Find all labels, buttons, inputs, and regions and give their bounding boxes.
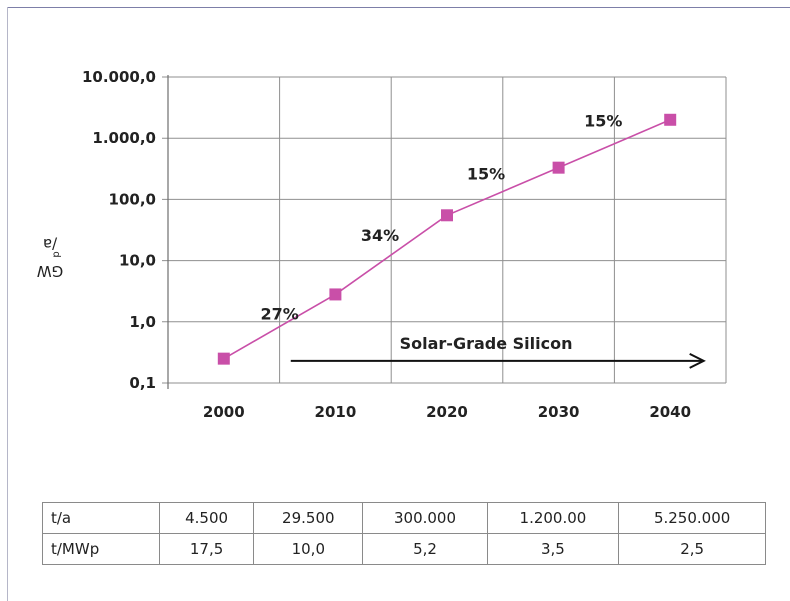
- x-tick-label: 2020: [426, 403, 468, 421]
- data-point: [552, 161, 565, 174]
- table-row: t/MWp 17,5 10,0 5,2 3,5 2,5: [42, 533, 766, 565]
- arrow-head: [689, 352, 706, 369]
- data-point: [217, 352, 230, 365]
- silicon-demand-table: t/a 4.500 29.500 300.000 1.200.00 5.250.…: [42, 502, 766, 565]
- table-cell: 5,2: [362, 533, 488, 565]
- y-tick-label: 10,0: [119, 252, 156, 270]
- y-tick-label: 100,0: [109, 190, 156, 208]
- y-tick-label: 0,1: [129, 374, 156, 392]
- frame-left-border: [7, 7, 8, 601]
- table-cell: 2,5: [618, 533, 766, 565]
- growth-annotation: 15%: [584, 112, 622, 131]
- row-label: t/MWp: [42, 533, 160, 565]
- y-tick-label: 1,0: [129, 313, 156, 331]
- x-tick-label: 2010: [315, 403, 357, 421]
- x-tick-label: 2040: [649, 403, 691, 421]
- data-point: [329, 288, 342, 301]
- growth-annotation: 27%: [260, 304, 298, 323]
- arrow-label: Solar-Grade Silicon: [400, 334, 573, 353]
- table-cell: 10,0: [253, 533, 364, 565]
- table-cell: 5.250.000: [618, 502, 766, 534]
- growth-chart: 10.000,0 1.000,0 100,0 10,0 1,0 0,1 2000 2010 20…: [82, 68, 727, 421]
- x-tick-label: 2030: [538, 403, 580, 421]
- table-row: t/a 4.500 29.500 300.000 1.200.00 5.250.…: [42, 502, 766, 534]
- growth-annotation: 15%: [467, 165, 505, 184]
- growth-annotation: 34%: [361, 226, 399, 245]
- table-cell: 300.000: [362, 502, 488, 534]
- table-cell: 1.200.00: [486, 502, 620, 534]
- data-point: [664, 113, 677, 126]
- table-cell: 17,5: [158, 533, 255, 565]
- y-tick-label: 1.000,0: [92, 129, 156, 147]
- table-cell: 4.500: [158, 502, 255, 534]
- table-cell: 29.500: [253, 502, 364, 534]
- y-tick-label: 10.000,0: [82, 68, 156, 86]
- table-cell: 3,5: [486, 533, 620, 565]
- row-label: t/a: [42, 502, 160, 534]
- frame-top-border: [7, 7, 790, 8]
- data-point: [441, 209, 453, 222]
- x-tick-label: 2000: [203, 403, 245, 421]
